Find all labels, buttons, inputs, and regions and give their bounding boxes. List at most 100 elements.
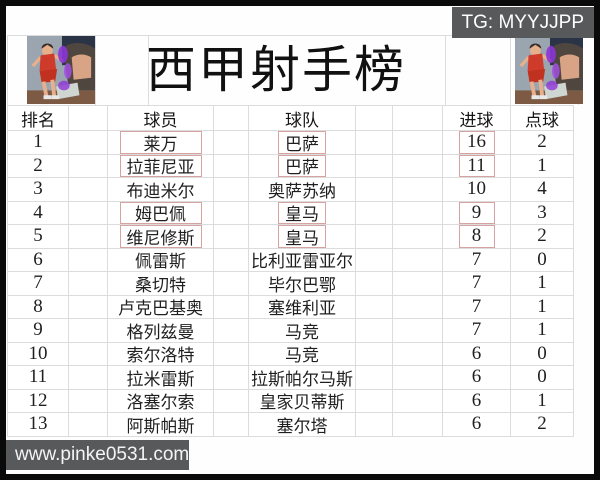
cell-team: 皇马 xyxy=(249,201,356,225)
cell-player: 卢克巴基奥 xyxy=(108,295,214,319)
header-team: 球队 xyxy=(249,106,356,131)
cell-spacer xyxy=(214,366,249,390)
grid-line xyxy=(148,35,149,105)
cell-penalties: 2 xyxy=(511,225,574,249)
cell-rank: 10 xyxy=(8,342,69,366)
watermark-badge: www.pinke0531.com xyxy=(6,440,189,470)
cell-spacer xyxy=(69,413,108,437)
scorers-table: 排名 球员 球队 进球 点球 1 莱万 巴萨 16 2 2 拉菲尼亚 巴萨 11 1 3 布迪米尔 奥萨苏纳 10 4… xyxy=(7,105,574,437)
corner-artwork-right xyxy=(515,36,583,104)
cell-penalties: 1 xyxy=(511,389,574,413)
cell-goals: 8 xyxy=(443,225,511,249)
cell-spacer xyxy=(393,272,443,296)
cell-spacer xyxy=(214,201,249,225)
cell-spacer xyxy=(393,248,443,272)
cell-spacer xyxy=(356,319,393,343)
header-spacer-cell xyxy=(69,106,108,131)
grid-line xyxy=(95,35,96,105)
cell-penalties: 1 xyxy=(511,154,574,178)
cell-player: 拉菲尼亚 xyxy=(108,154,214,178)
cell-spacer xyxy=(69,225,108,249)
cell-penalties: 0 xyxy=(511,248,574,272)
tg-contact-badge: TG: MYYJJPP xyxy=(451,7,594,38)
cell-spacer xyxy=(356,295,393,319)
cell-spacer xyxy=(69,154,108,178)
cell-spacer xyxy=(356,272,393,296)
cell-team: 比利亚雷亚尔 xyxy=(249,248,356,272)
cell-rank: 1 xyxy=(8,131,69,155)
cell-rank: 6 xyxy=(8,248,69,272)
anime-basketball-players-icon xyxy=(27,36,95,104)
cell-player: 莱万 xyxy=(108,131,214,155)
cell-spacer xyxy=(69,295,108,319)
cell-spacer xyxy=(69,389,108,413)
highlight-box: 巴萨 xyxy=(278,131,326,154)
cell-spacer xyxy=(356,366,393,390)
cell-player: 阿斯帕斯 xyxy=(108,413,214,437)
header-player: 球员 xyxy=(108,106,214,131)
cell-team: 奥萨苏纳 xyxy=(249,178,356,202)
cell-player: 洛塞尔索 xyxy=(108,389,214,413)
cell-spacer xyxy=(356,154,393,178)
header-spacer-cell xyxy=(214,106,249,131)
highlight-box: 8 xyxy=(458,225,495,248)
cell-spacer xyxy=(393,154,443,178)
cell-spacer xyxy=(69,248,108,272)
cell-player: 格列兹曼 xyxy=(108,319,214,343)
cell-spacer xyxy=(393,389,443,413)
highlight-box: 11 xyxy=(458,154,495,177)
cell-spacer xyxy=(393,178,443,202)
grid-line xyxy=(445,35,446,105)
cell-spacer xyxy=(214,178,249,202)
cell-goals: 6 xyxy=(443,389,511,413)
cell-player: 索尔洛特 xyxy=(108,342,214,366)
cell-penalties: 4 xyxy=(511,178,574,202)
cell-rank: 2 xyxy=(8,154,69,178)
cell-spacer xyxy=(69,272,108,296)
cell-spacer xyxy=(214,295,249,319)
header-goals: 进球 xyxy=(443,106,511,131)
cell-spacer xyxy=(356,389,393,413)
cell-spacer xyxy=(214,319,249,343)
highlight-box: 皇马 xyxy=(278,225,326,248)
cell-spacer xyxy=(356,178,393,202)
cell-rank: 12 xyxy=(8,389,69,413)
cell-rank: 3 xyxy=(8,178,69,202)
grid-line xyxy=(7,35,579,36)
cell-player: 布迪米尔 xyxy=(108,178,214,202)
cell-rank: 4 xyxy=(8,201,69,225)
corner-artwork-left xyxy=(27,36,95,104)
highlight-box: 9 xyxy=(458,201,495,224)
cell-goals: 7 xyxy=(443,319,511,343)
cell-spacer xyxy=(69,201,108,225)
highlight-box: 姆巴佩 xyxy=(119,201,202,224)
highlight-box: 巴萨 xyxy=(278,154,326,177)
cell-spacer xyxy=(393,413,443,437)
cell-rank: 13 xyxy=(8,413,69,437)
cell-spacer xyxy=(214,342,249,366)
cell-goals: 7 xyxy=(443,248,511,272)
highlight-box: 皇马 xyxy=(278,201,326,224)
highlight-box: 拉菲尼亚 xyxy=(119,154,202,177)
cell-penalties: 2 xyxy=(511,413,574,437)
header-spacer-cell xyxy=(356,106,393,131)
header-spacer-cell xyxy=(393,106,443,131)
cell-rank: 8 xyxy=(8,295,69,319)
cell-goals: 16 xyxy=(443,131,511,155)
cell-penalties: 1 xyxy=(511,272,574,296)
cell-spacer xyxy=(69,131,108,155)
cell-spacer xyxy=(69,342,108,366)
cell-penalties: 1 xyxy=(511,319,574,343)
cell-goals: 6 xyxy=(443,413,511,437)
cell-spacer xyxy=(356,131,393,155)
cell-rank: 11 xyxy=(8,366,69,390)
cell-spacer xyxy=(214,131,249,155)
cell-spacer xyxy=(356,248,393,272)
cell-player: 姆巴佩 xyxy=(108,201,214,225)
cell-spacer xyxy=(393,295,443,319)
cell-player: 维尼修斯 xyxy=(108,225,214,249)
cell-team: 皇马 xyxy=(249,225,356,249)
cell-team: 塞维利亚 xyxy=(249,295,356,319)
cell-goals: 10 xyxy=(443,178,511,202)
cell-spacer xyxy=(69,319,108,343)
